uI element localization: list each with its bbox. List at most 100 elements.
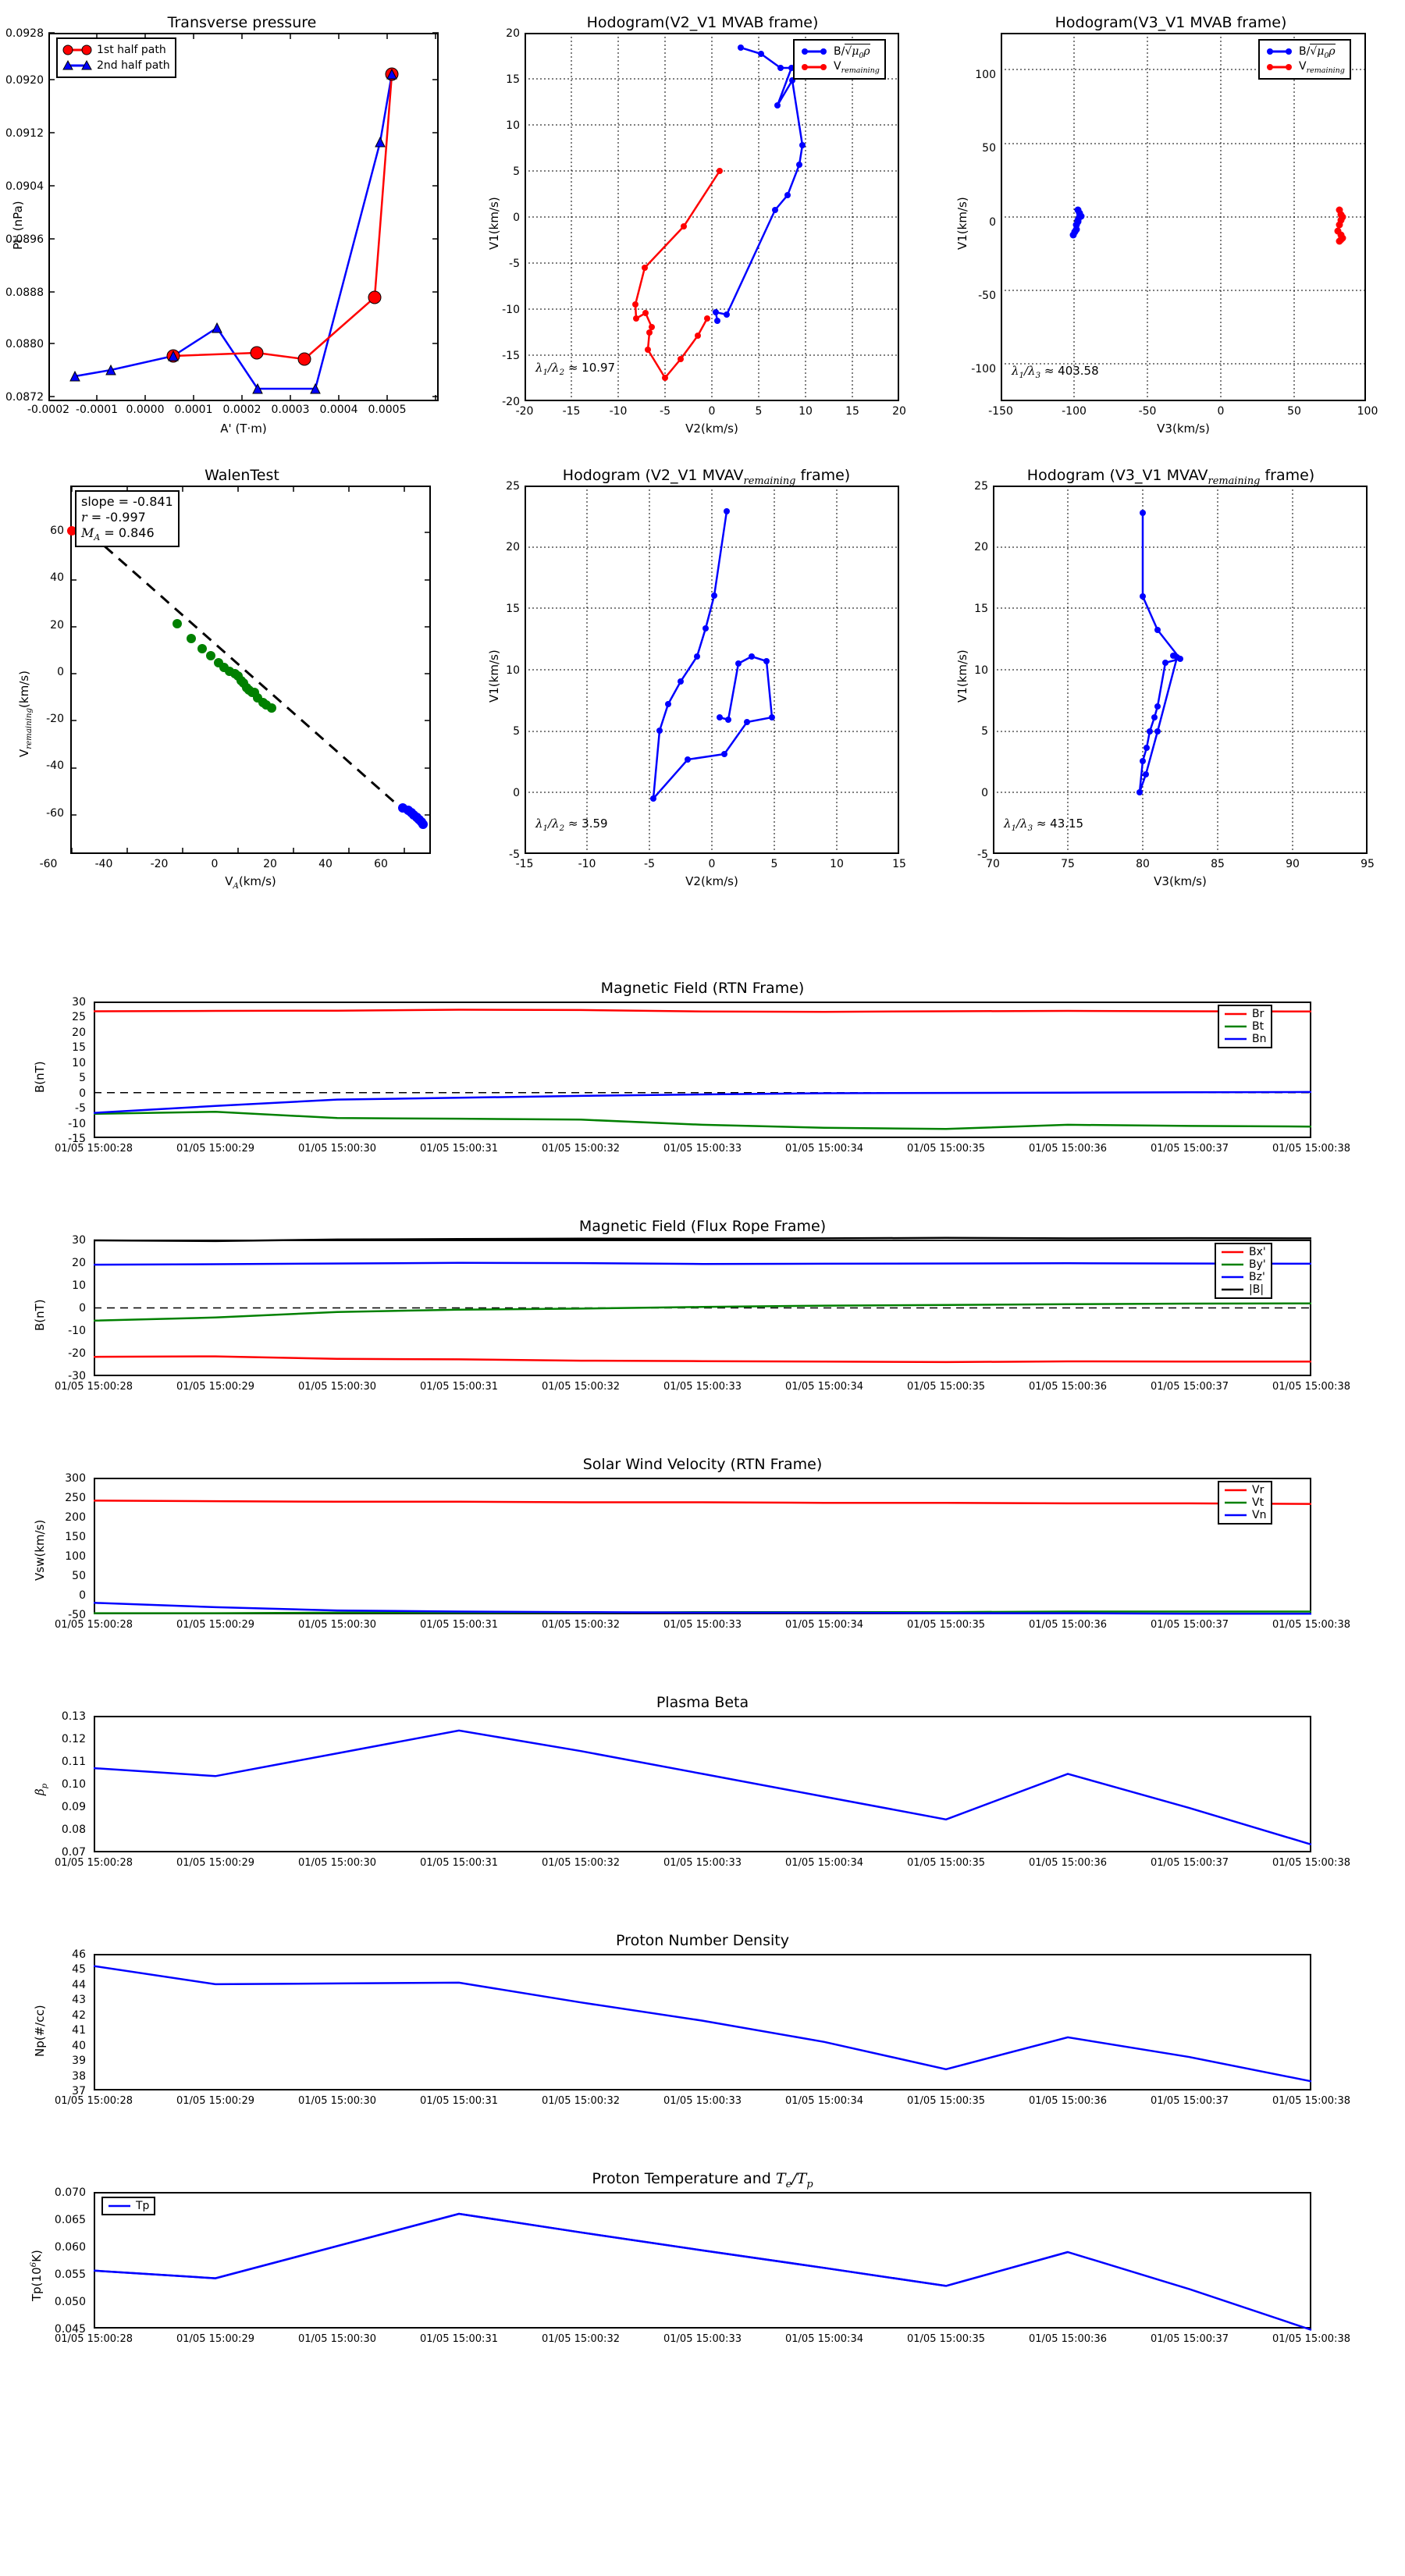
series-vn <box>93 1602 1311 1615</box>
x-axis-label: V3(km/s) <box>1157 422 1210 436</box>
time-tick: 01/05 15:00:33 <box>663 2333 742 2345</box>
x-tick: 0 <box>708 858 716 870</box>
x-tick: 0 <box>211 858 219 870</box>
x-tick: 80 <box>1136 858 1150 870</box>
legend-row: Bz' <box>1221 1271 1266 1283</box>
y-tick: 300 <box>65 1472 86 1485</box>
time-tick: 01/05 15:00:38 <box>1272 1857 1350 1869</box>
legend-line-blue-icon <box>799 46 829 57</box>
y-tick: 0.0904 <box>5 180 44 193</box>
y-tick: 41 <box>72 2024 86 2037</box>
y-tick: 44 <box>72 1979 86 1991</box>
plot-svg <box>525 486 899 854</box>
y-tick: 10 <box>506 664 520 677</box>
y-tick: 100 <box>65 1550 86 1563</box>
y-tick: 40 <box>72 2040 86 2052</box>
time-tick: 01/05 15:00:29 <box>176 1143 254 1155</box>
markers-2nd-half <box>69 68 397 394</box>
time-tick: 01/05 15:00:29 <box>176 2095 254 2107</box>
legend-label: Bx' <box>1249 1246 1266 1258</box>
eigenvalue-ratio-annotation: λ1/λ3 ≈ 43.15 <box>1004 817 1084 833</box>
legend-row: 2nd half path <box>62 58 170 73</box>
y-tick: 5 <box>981 725 988 738</box>
legend-line-red-icon <box>1264 62 1294 73</box>
axis-ticks <box>70 486 431 854</box>
plot-area <box>94 1954 1311 2090</box>
walen-ma: MA = 0.846 <box>81 525 155 543</box>
y-tick: 10 <box>72 1279 86 1292</box>
x-tick: 70 <box>986 858 1000 870</box>
gridlines <box>993 486 1368 854</box>
x-tick: -50 <box>1138 405 1157 418</box>
plot-svg <box>48 32 439 401</box>
y-tick: 0 <box>513 787 520 799</box>
y-tick: 30 <box>72 1234 86 1247</box>
y-tick: 200 <box>65 1511 86 1524</box>
time-tick: 01/05 15:00:33 <box>663 1619 742 1631</box>
legend-row: B/√μ0ρ <box>799 43 880 60</box>
y-tick: 45 <box>72 1963 86 1976</box>
markers-v-remaining <box>1334 206 1346 245</box>
walen-stats-box: slope = -0.841 r = -0.997 MA = 0.846 <box>75 490 180 547</box>
x-tick: 75 <box>1061 858 1075 870</box>
markers-walen-points <box>173 619 276 713</box>
y-tick: 10 <box>506 119 520 132</box>
legend-proton-temp: Tp <box>101 2197 156 2215</box>
time-tick: 01/05 15:00:28 <box>55 2095 133 2107</box>
y-tick: 50 <box>72 1570 86 1582</box>
time-tick: 01/05 15:00:35 <box>907 1381 985 1393</box>
x-tick: 90 <box>1286 858 1300 870</box>
legend-velocity-rtn: Vr Vt Vn <box>1218 1481 1273 1525</box>
x-tick: 15 <box>845 405 859 418</box>
plot-area <box>94 2192 1311 2329</box>
y-tick: 20 <box>506 27 520 40</box>
series-bn <box>93 1091 1312 1114</box>
x-tick: 0.0002 <box>222 404 261 416</box>
legend-row: Vt <box>1224 1496 1266 1509</box>
legend-row: Bx' <box>1221 1246 1266 1258</box>
time-tick: 01/05 15:00:32 <box>542 1143 620 1155</box>
markers-b-alfven <box>650 508 775 802</box>
legend-hodogram-v3v1-mvab: B/√μ0ρ Vremaining <box>1258 39 1351 80</box>
legend-row: Bt <box>1224 1020 1266 1033</box>
panel-transverse-pressure: Transverse pressure Pt' (nPa) A' (T·m) 0… <box>0 0 468 437</box>
y-tick: 0.060 <box>54 2241 86 2254</box>
panel-plasma-beta: Plasma Beta βp 0.13 0.12 0.11 0.10 0.09 … <box>0 1694 1405 1905</box>
y-tick: 0.045 <box>54 2323 86 2336</box>
x-tick: 0.0001 <box>174 404 213 416</box>
panel-title: Transverse pressure <box>167 14 317 31</box>
time-tick: 01/05 15:00:30 <box>298 1143 376 1155</box>
series-1st-half-path <box>173 73 393 361</box>
legend-label: Vn <box>1252 1509 1267 1521</box>
panel-title: Hodogram (V3_V1 MVAVremaining frame) <box>1026 467 1315 487</box>
panel-hodogram-v2v1-mvab: Hodogram(V2_V1 MVAB frame) V1(km/s) V2(k… <box>468 0 937 437</box>
time-tick: 01/05 15:00:36 <box>1029 2333 1107 2345</box>
panel-title: Proton Temperature and Te/Tp <box>592 2170 813 2190</box>
time-tick: 01/05 15:00:31 <box>420 1857 498 1869</box>
legend-label: B/√μ0ρ <box>834 43 870 60</box>
legend-row: B/√μ0ρ <box>1264 43 1345 59</box>
y-tick: 20 <box>506 541 520 553</box>
time-tick: 01/05 15:00:36 <box>1029 2095 1107 2107</box>
legend-label: By' <box>1249 1258 1266 1271</box>
y-tick: 0.13 <box>61 1710 86 1723</box>
markers-v-remaining <box>632 168 723 381</box>
time-tick: 01/05 15:00:34 <box>785 2095 863 2107</box>
x-tick: 100 <box>1357 405 1378 418</box>
y-tick: 5 <box>513 165 520 178</box>
legend-line-red-icon <box>1224 1010 1247 1018</box>
eigenvalue-ratio-annotation: λ1/λ2 ≈ 3.59 <box>535 817 608 833</box>
time-tick: 01/05 15:00:33 <box>663 1381 742 1393</box>
legend-label: Vt <box>1252 1496 1264 1509</box>
y-tick: 0.12 <box>61 1733 86 1745</box>
y-tick: 0.0880 <box>5 338 44 350</box>
plot-svg <box>93 1009 1312 1130</box>
x-tick: -0.0001 <box>75 404 119 416</box>
series-by-prime <box>93 1302 1312 1322</box>
time-tick: 01/05 15:00:33 <box>663 1857 742 1869</box>
legend-row: Tp <box>108 2200 149 2212</box>
time-tick: 01/05 15:00:35 <box>907 2333 985 2345</box>
time-tick: 01/05 15:00:32 <box>542 2095 620 2107</box>
y-tick: 0.0912 <box>5 127 44 140</box>
legend-line-blue-icon <box>1224 1511 1247 1519</box>
